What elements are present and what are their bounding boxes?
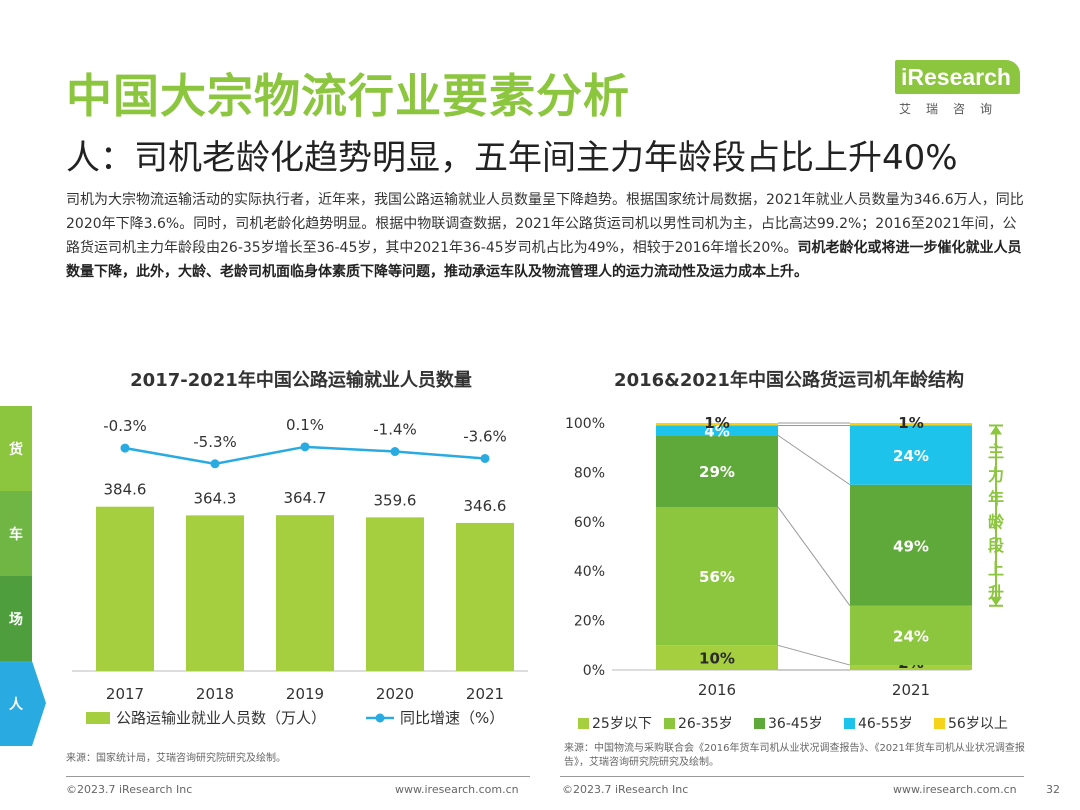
connector-1 [777, 506, 851, 607]
left-chart-title: 2017-2021年中国公路运输就业人员数量 [130, 370, 472, 391]
segment-2021-1 [850, 605, 972, 666]
segment-2016-1 [656, 506, 778, 646]
logo-text: iResearch [901, 64, 1011, 90]
segment-2021-0 [850, 665, 972, 670]
segment-label-2016-3: 4% [704, 422, 729, 440]
summary-paragraph: 司机为大宗物流运输活动的实际执行者，近年来，我国公路运输就业人员数量呈下降趋势。… [66, 188, 1028, 284]
segment-label-2016-0: 10% [699, 650, 735, 668]
growth-label-2017: -0.3% [103, 417, 147, 435]
segment-label-2016-1: 56% [699, 568, 735, 586]
growth-point-2017 [120, 443, 130, 453]
summary-normal-text: 司机为大宗物流运输活动的实际执行者，近年来，我国公路运输就业人员数量呈下降趋势。… [66, 192, 1024, 256]
bar-2021 [456, 522, 514, 671]
section-sidebar: 货 车 场 人 [0, 406, 46, 746]
x-tick-2017: 2017 [106, 685, 144, 703]
employment-chart: 384.6 2017 -0.3% 364.3 2018 -5.3% 364.7 2019 0.1… [72, 416, 528, 727]
legend-swatch-2 [754, 718, 765, 729]
sidebar-item-venue[interactable]: 场 [0, 576, 32, 661]
legend-swatch-bars [86, 712, 110, 724]
segment-label-2016-4: 1% [704, 414, 729, 432]
y-tick-0: 0% [583, 663, 605, 679]
y-tick-5: 100% [565, 416, 605, 432]
growth-point-2021 [480, 453, 490, 463]
bar-label-2021: 346.6 [464, 497, 507, 515]
x-tick-2020: 2020 [376, 685, 414, 703]
bar-2017 [96, 506, 154, 671]
connector-0 [777, 644, 851, 666]
segment-label-2021-4: 1% [898, 414, 923, 432]
legend-label-1: 26-35岁 [678, 716, 733, 732]
sidebar-item-people[interactable]: 人 [0, 661, 46, 746]
footer-divider-right [560, 776, 1024, 777]
connector-2 [777, 434, 851, 486]
legend-swatch-3 [844, 718, 855, 729]
x-tick-2018: 2018 [196, 685, 234, 703]
segment-2016-2 [656, 435, 778, 507]
segment-label-2021-3: 24% [893, 447, 929, 465]
segment-label-2021-1: 24% [893, 627, 929, 645]
growth-label-2020: -1.4% [373, 421, 417, 439]
logo-cn-text: 艾瑞咨询 [899, 102, 1008, 116]
segment-2016-4 [656, 423, 778, 426]
y-tick-2: 40% [574, 564, 605, 580]
segment-2016-3 [656, 425, 778, 436]
y-tick-4: 80% [574, 465, 605, 481]
footer-url-left[interactable]: www.iresearch.com.cn [395, 783, 519, 796]
bracket-annotation: 主力年龄段上升 [988, 442, 1005, 602]
growth-label-2021: -3.6% [463, 427, 507, 445]
legend-swatch-0 [578, 718, 589, 729]
segment-2021-3 [850, 425, 972, 485]
logo-badge: iResearch [895, 60, 1020, 94]
left-source: 来源：国家统计局，艾瑞咨询研究院研究及绘制。 [66, 753, 286, 764]
legend-label-4: 56岁以上 [948, 716, 1008, 732]
growth-point-2019 [300, 442, 310, 452]
legend-label-bars: 公路运输业就业人员数（万人） [116, 709, 326, 727]
legend-swatch-1 [664, 718, 675, 729]
x-tick-2021: 2021 [466, 685, 504, 703]
y-tick-3: 60% [574, 515, 605, 531]
bar-2020 [366, 517, 424, 671]
page-title: 中国大宗物流行业要素分析 [66, 69, 630, 123]
growth-label-2018: -5.3% [193, 433, 237, 451]
bar-2018 [186, 515, 244, 671]
page-number: 32 [1046, 783, 1060, 796]
bar-label-2017: 384.6 [104, 481, 147, 499]
right-source: 来源：中国物流与采购联合会《2016年货车司机从业状况调查报告》、《2021年货… [564, 743, 1025, 768]
footer-copyright-left: ©2023.7 iResearch Inc [66, 783, 193, 796]
legend-label-3: 46-55岁 [858, 716, 913, 732]
growth-point-2020 [390, 447, 400, 457]
y-tick-1: 20% [574, 614, 605, 630]
segment-2021-2 [850, 484, 972, 606]
footer-copyright-right: ©2023.7 iResearch Inc [562, 783, 689, 796]
x-tick-2019: 2019 [286, 685, 324, 703]
segment-label-2016-2: 29% [699, 463, 735, 481]
iresearch-logo: iResearch 艾瑞咨询 [895, 58, 1025, 120]
bracket-arrow-down [990, 596, 1002, 606]
sidebar-item-vehicle[interactable]: 车 [0, 491, 32, 576]
right-chart-title: 2016&2021年中国公路货运司机年龄结构 [614, 370, 964, 391]
summary-bold-text: 司机老龄化或将进一步催化就业人员数量下降，此外，大龄、老龄司机面临身体素质下降等… [66, 240, 1022, 280]
bar-label-2019: 364.7 [284, 489, 327, 507]
x-tick-2021: 2021 [892, 681, 930, 699]
bar-label-2018: 364.3 [194, 489, 237, 507]
age-structure-chart: 0%20%40%60%80%100%10%56%29%4%1%20162%24%… [565, 414, 1008, 732]
page-subtitle: 人：司机老龄化趋势明显，五年间主力年龄段占比上升40% [66, 138, 958, 178]
segment-2021-4 [850, 423, 972, 426]
legend-swatch-4 [934, 718, 945, 729]
growth-label-2019: 0.1% [286, 416, 324, 434]
legend-label-2: 36-45岁 [768, 716, 823, 732]
footer-url-right[interactable]: www.iresearch.com.cn [893, 783, 1017, 796]
growth-point-2018 [210, 459, 220, 469]
bracket-arrow-up [990, 425, 1002, 435]
bar-2019 [276, 515, 334, 671]
footer-divider-left [66, 776, 530, 777]
legend-label-0: 25岁以下 [592, 716, 652, 732]
sidebar-item-cargo[interactable]: 货 [0, 406, 32, 491]
segment-label-2021-2: 49% [893, 537, 929, 555]
legend-marker-growth [375, 713, 385, 723]
x-tick-2016: 2016 [698, 681, 736, 699]
segment-2016-0 [656, 645, 778, 670]
bar-label-2020: 359.6 [374, 491, 417, 509]
legend-label-growth: 同比增速（%） [400, 709, 504, 727]
